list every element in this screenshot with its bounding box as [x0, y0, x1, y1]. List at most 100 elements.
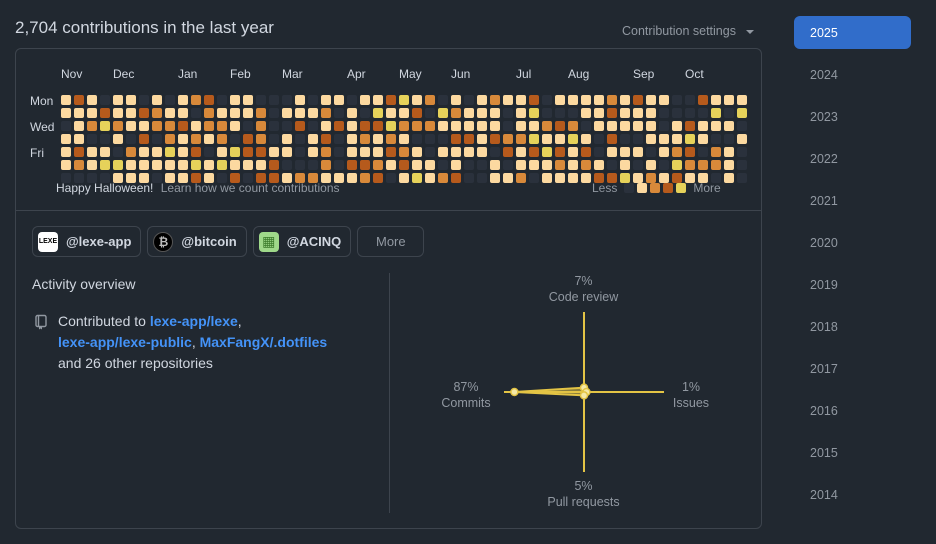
contribution-day-cell[interactable] [126, 108, 136, 118]
contribution-day-cell[interactable] [204, 108, 214, 118]
contribution-day-cell[interactable] [178, 95, 188, 105]
year-link-2024[interactable]: 2024 [810, 67, 838, 82]
contribution-day-cell[interactable] [204, 173, 214, 183]
contribution-day-cell[interactable] [425, 95, 435, 105]
contribution-day-cell[interactable] [295, 160, 305, 170]
contribution-day-cell[interactable] [724, 121, 734, 131]
contribution-day-cell[interactable] [555, 147, 565, 157]
contribution-day-cell[interactable] [74, 121, 84, 131]
contribution-day-cell[interactable] [74, 173, 84, 183]
contribution-day-cell[interactable] [646, 134, 656, 144]
contribution-day-cell[interactable] [633, 147, 643, 157]
contribution-day-cell[interactable] [594, 134, 604, 144]
contribution-day-cell[interactable] [620, 108, 630, 118]
contribution-day-cell[interactable] [464, 121, 474, 131]
contribution-day-cell[interactable] [386, 121, 396, 131]
contribution-day-cell[interactable] [633, 160, 643, 170]
contribution-day-cell[interactable] [594, 95, 604, 105]
contribution-day-cell[interactable] [529, 121, 539, 131]
contribution-day-cell[interactable] [386, 134, 396, 144]
contribution-day-cell[interactable] [87, 147, 97, 157]
contribution-day-cell[interactable] [113, 95, 123, 105]
contribution-day-cell[interactable] [542, 134, 552, 144]
contribution-day-cell[interactable] [685, 108, 695, 118]
org-button-acinq[interactable]: ▦ @ACINQ [252, 226, 352, 257]
contribution-day-cell[interactable] [295, 147, 305, 157]
contribution-day-cell[interactable] [373, 147, 383, 157]
contribution-day-cell[interactable] [308, 147, 318, 157]
contribution-day-cell[interactable] [347, 147, 357, 157]
contribution-day-cell[interactable] [282, 147, 292, 157]
contribution-day-cell[interactable] [152, 108, 162, 118]
contribution-day-cell[interactable] [659, 147, 669, 157]
contribution-day-cell[interactable] [360, 108, 370, 118]
contribution-day-cell[interactable] [230, 173, 240, 183]
contribution-day-cell[interactable] [74, 108, 84, 118]
contribution-day-cell[interactable] [152, 147, 162, 157]
contribution-day-cell[interactable] [412, 108, 422, 118]
contribution-day-cell[interactable] [698, 147, 708, 157]
contribution-day-cell[interactable] [386, 173, 396, 183]
contribution-day-cell[interactable] [659, 173, 669, 183]
contribution-day-cell[interactable] [334, 147, 344, 157]
contribution-day-cell[interactable] [620, 95, 630, 105]
contribution-day-cell[interactable] [698, 95, 708, 105]
contribution-day-cell[interactable] [620, 160, 630, 170]
contribution-day-cell[interactable] [165, 121, 175, 131]
contribution-day-cell[interactable] [594, 147, 604, 157]
contribution-day-cell[interactable] [711, 160, 721, 170]
contribution-day-cell[interactable] [308, 160, 318, 170]
contribution-day-cell[interactable] [477, 95, 487, 105]
contribution-day-cell[interactable] [503, 134, 513, 144]
contribution-day-cell[interactable] [412, 147, 422, 157]
contribution-day-cell[interactable] [542, 95, 552, 105]
contribution-day-cell[interactable] [451, 173, 461, 183]
contribution-day-cell[interactable] [685, 173, 695, 183]
contribution-day-cell[interactable] [529, 160, 539, 170]
contribution-day-cell[interactable] [516, 160, 526, 170]
contribution-day-cell[interactable] [178, 134, 188, 144]
contribution-day-cell[interactable] [464, 173, 474, 183]
contribution-day-cell[interactable] [100, 134, 110, 144]
contribution-day-cell[interactable] [737, 160, 747, 170]
contribution-day-cell[interactable] [737, 173, 747, 183]
contribution-day-cell[interactable] [347, 108, 357, 118]
contribution-day-cell[interactable] [607, 173, 617, 183]
contribution-day-cell[interactable] [308, 121, 318, 131]
contribution-day-cell[interactable] [698, 134, 708, 144]
contribution-day-cell[interactable] [243, 95, 253, 105]
contribution-day-cell[interactable] [438, 108, 448, 118]
contribution-day-cell[interactable] [490, 121, 500, 131]
contribution-day-cell[interactable] [113, 134, 123, 144]
contribution-day-cell[interactable] [139, 160, 149, 170]
contribution-day-cell[interactable] [230, 134, 240, 144]
contribution-day-cell[interactable] [633, 121, 643, 131]
contribution-day-cell[interactable] [217, 134, 227, 144]
contribution-day-cell[interactable] [425, 160, 435, 170]
contribution-day-cell[interactable] [308, 134, 318, 144]
learn-how-link[interactable]: Learn how we count contributions [160, 181, 340, 195]
contribution-day-cell[interactable] [139, 121, 149, 131]
contribution-day-cell[interactable] [152, 160, 162, 170]
contribution-day-cell[interactable] [282, 173, 292, 183]
contribution-day-cell[interactable] [438, 160, 448, 170]
year-link-2020[interactable]: 2020 [810, 235, 838, 250]
contribution-day-cell[interactable] [204, 134, 214, 144]
contribution-day-cell[interactable] [360, 134, 370, 144]
contribution-day-cell[interactable] [490, 173, 500, 183]
year-link-2017[interactable]: 2017 [810, 361, 838, 376]
contribution-day-cell[interactable] [529, 108, 539, 118]
contribution-day-cell[interactable] [659, 121, 669, 131]
contribution-day-cell[interactable] [165, 134, 175, 144]
contribution-day-cell[interactable] [217, 173, 227, 183]
contribution-day-cell[interactable] [724, 95, 734, 105]
contribution-day-cell[interactable] [113, 173, 123, 183]
contribution-day-cell[interactable] [243, 134, 253, 144]
contribution-day-cell[interactable] [711, 134, 721, 144]
contribution-day-cell[interactable] [178, 121, 188, 131]
contribution-day-cell[interactable] [698, 160, 708, 170]
contribution-day-cell[interactable] [503, 173, 513, 183]
contribution-day-cell[interactable] [256, 134, 266, 144]
contribution-day-cell[interactable] [373, 108, 383, 118]
contribution-day-cell[interactable] [451, 147, 461, 157]
